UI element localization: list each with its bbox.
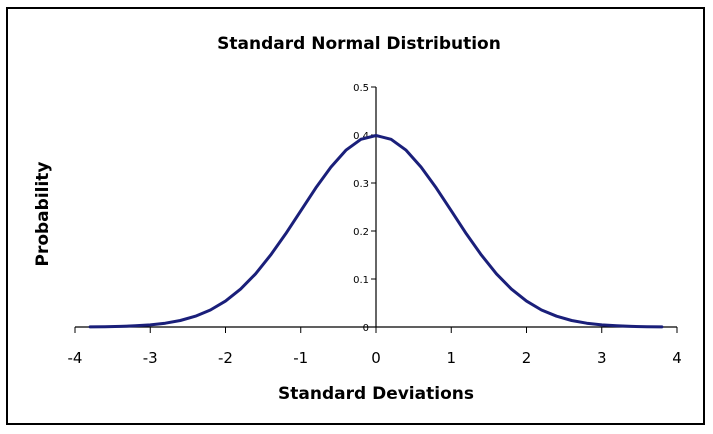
chart-frame: Standard Normal Distribution Probability…	[6, 7, 705, 425]
series	[88, 134, 664, 329]
y-tick-label: 0.4	[353, 131, 369, 142]
chart-title: Standard Normal Distribution	[217, 34, 501, 54]
normal-distribution-chart: Standard Normal Distribution Probability…	[33, 34, 682, 404]
axes	[75, 87, 677, 328]
x-tick-label: 3	[597, 349, 607, 367]
x-tick-label: -1	[293, 349, 308, 367]
x-tick-label: 4	[672, 349, 682, 367]
y-tick-label: 0.1	[353, 275, 369, 286]
x-tick-label: 1	[446, 349, 456, 367]
x-tick-label: 2	[522, 349, 532, 367]
x-axis-title: Standard Deviations	[278, 384, 474, 404]
x-tick-label: -2	[218, 349, 233, 367]
x-tick-label: -4	[68, 349, 83, 367]
y-tick-label: 0.2	[353, 227, 369, 238]
y-tick-label: 0	[363, 323, 369, 334]
x-tick-label: 0	[371, 349, 381, 367]
y-tick-label: 0.5	[353, 83, 369, 94]
x-tick-label: -3	[143, 349, 158, 367]
y-axis-title: Probability	[33, 161, 53, 266]
y-tick-label: 0.3	[353, 179, 369, 190]
ticks: -4 -3 -2 -1 0 1 2 3 4 0 0.1 0.2 0.3 0.4 0.5	[68, 83, 682, 367]
series-line	[88, 134, 664, 329]
